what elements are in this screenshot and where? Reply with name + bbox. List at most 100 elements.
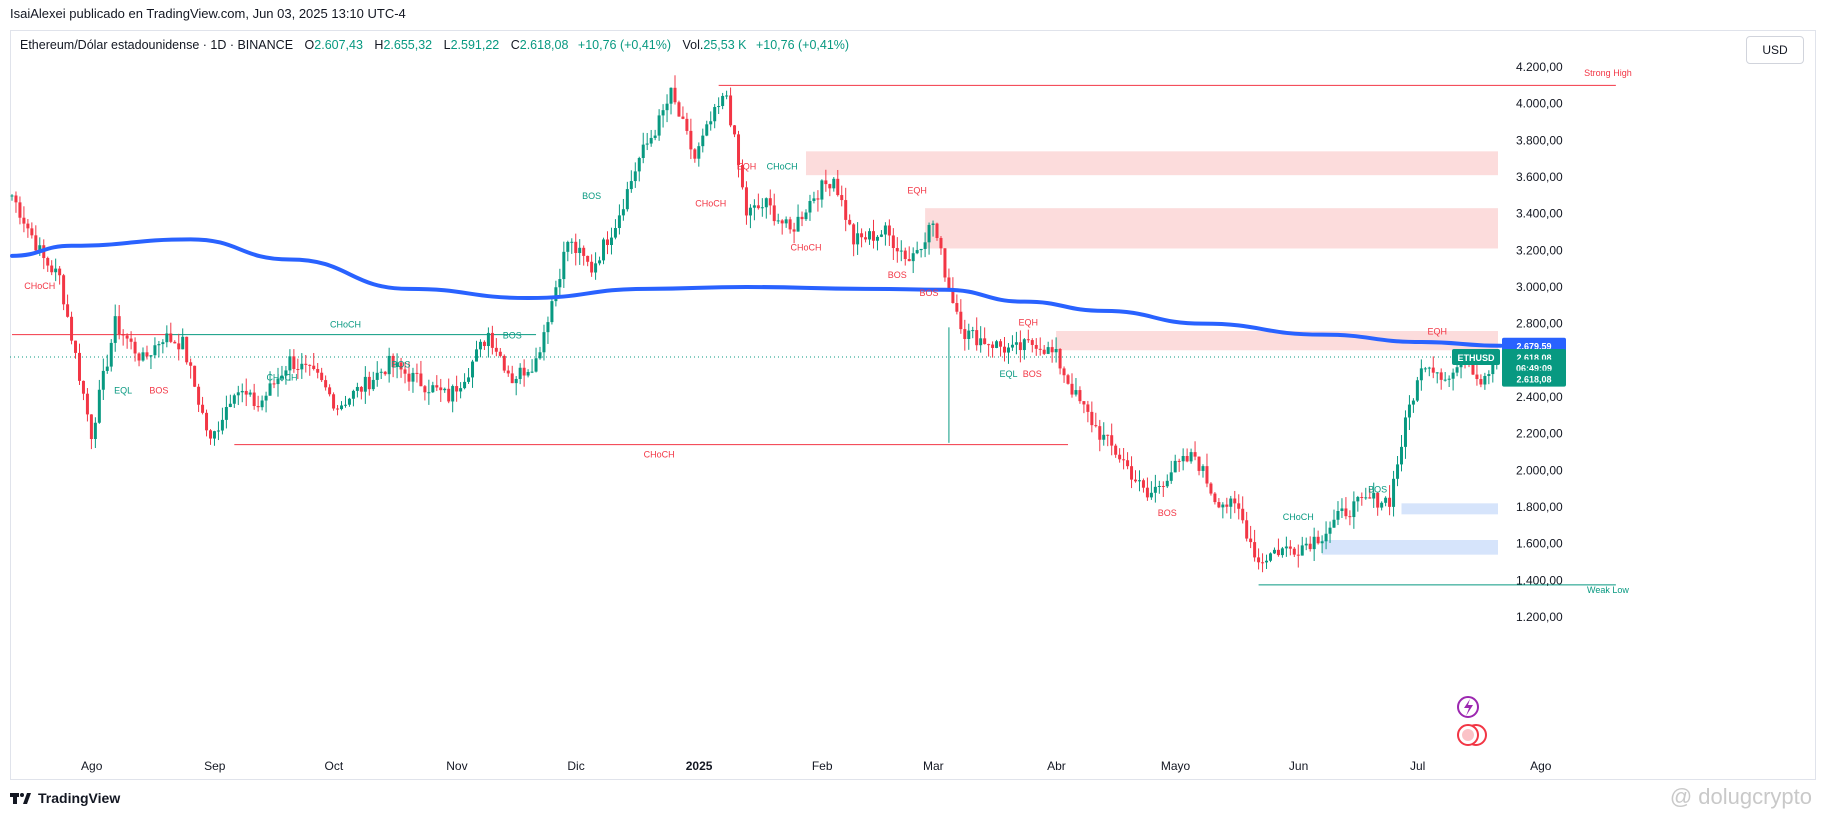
- candle-body: [1356, 497, 1360, 502]
- candle-body: [280, 375, 284, 379]
- candle-body: [482, 341, 486, 347]
- candle-body: [1090, 411, 1094, 426]
- candle-body: [244, 390, 248, 395]
- candle-body: [594, 263, 598, 273]
- candle-body: [871, 231, 875, 241]
- candle-body: [1122, 459, 1126, 461]
- candle-body: [1265, 560, 1269, 563]
- annotation-label: CHoCH: [266, 373, 297, 383]
- candle-body: [1118, 454, 1122, 460]
- candle-body: [1380, 502, 1384, 508]
- candle-body: [1145, 487, 1149, 498]
- candle-body: [1030, 340, 1034, 345]
- candle-body: [772, 205, 776, 222]
- candle-body: [30, 228, 34, 236]
- candle-body: [1415, 380, 1419, 401]
- candle-body: [1181, 455, 1185, 462]
- chart-frame[interactable]: [10, 30, 1816, 780]
- candle-body: [1443, 379, 1447, 381]
- candle-body: [832, 178, 836, 189]
- candle-body: [77, 352, 81, 381]
- candle-body: [1368, 497, 1372, 499]
- tradingview-brand[interactable]: TradingView: [10, 790, 120, 806]
- candle-body: [987, 344, 991, 346]
- candle-body: [1169, 472, 1173, 481]
- candle-body: [117, 316, 121, 335]
- candle-body: [411, 372, 415, 382]
- candle-body: [359, 386, 363, 392]
- candle-body: [828, 184, 832, 189]
- symbol-header: Ethereum/Dólar estadounidense · 1D · BIN…: [20, 38, 849, 52]
- candle-body: [649, 137, 653, 144]
- candle-body: [201, 404, 205, 413]
- candle-body: [304, 363, 308, 365]
- candle-body: [1137, 480, 1141, 482]
- high-value: 2.655,32: [383, 38, 433, 52]
- candle-body: [506, 370, 510, 374]
- economic-event-icon-1[interactable]: [1457, 724, 1479, 746]
- candle-body: [939, 237, 943, 249]
- x-tick-label: Abr: [1047, 759, 1066, 773]
- candle-body: [415, 372, 419, 374]
- candle-body: [459, 388, 463, 392]
- x-tick-label: Dic: [567, 759, 584, 773]
- candle-body: [689, 130, 693, 150]
- candle-body: [205, 412, 209, 431]
- candle-body: [89, 414, 93, 440]
- candle-body: [371, 379, 375, 390]
- candle-body: [1177, 460, 1181, 462]
- candle-body: [1257, 557, 1261, 563]
- candle-body: [701, 135, 705, 147]
- candle-body: [340, 405, 344, 410]
- close-value: 2.618,08: [519, 38, 569, 52]
- candle-body: [403, 369, 407, 374]
- candle-body: [498, 351, 502, 356]
- candle-body: [1078, 390, 1082, 402]
- annotation-label: BOS: [392, 360, 411, 370]
- candle-body: [1189, 452, 1193, 462]
- candle-body: [669, 87, 673, 104]
- candle-body: [1221, 504, 1225, 508]
- low-value: 2.591,22: [450, 38, 500, 52]
- price-label-0: 2.679,59: [1516, 342, 1551, 352]
- candle-body: [788, 219, 792, 230]
- candle-body: [709, 121, 713, 125]
- x-tick-label: 2025: [686, 759, 713, 773]
- candle-body: [609, 237, 613, 245]
- candle-body: [256, 405, 260, 408]
- zones-layer: [806, 151, 1498, 555]
- y-tick-label: 3.800,00: [1516, 133, 1563, 147]
- candle-body: [518, 367, 522, 379]
- candle-body: [220, 419, 224, 431]
- annotation-label: BOS: [149, 385, 168, 395]
- candle-body: [332, 394, 336, 409]
- candle-body: [546, 322, 550, 333]
- candle-body: [725, 95, 729, 97]
- candle-body: [18, 202, 22, 218]
- candle-body: [224, 406, 228, 420]
- open-value: 2.607,43: [314, 38, 363, 52]
- symbol-title[interactable]: Ethereum/Dólar estadounidense · 1D · BIN…: [20, 38, 294, 52]
- candle-body: [355, 386, 359, 391]
- candle-body: [181, 336, 185, 350]
- candle-body: [1403, 417, 1407, 447]
- currency-button[interactable]: USD: [1746, 36, 1804, 64]
- candle-body: [570, 241, 574, 243]
- candle-body: [141, 352, 145, 361]
- annotation-label: BOS: [1158, 508, 1177, 518]
- zone-0: [806, 151, 1498, 176]
- candle-body: [113, 316, 117, 343]
- annotation-label: CHoCH: [767, 162, 798, 172]
- candle-body: [935, 223, 939, 238]
- candle-body: [351, 390, 355, 399]
- candle-body: [387, 355, 391, 375]
- candle-body: [816, 198, 820, 200]
- price-label-3: 2.618,08: [1516, 375, 1551, 385]
- candle-body: [320, 372, 324, 381]
- candle-body: [173, 341, 177, 344]
- candle-body: [776, 220, 780, 222]
- candle-body: [613, 228, 617, 238]
- candle-body: [1225, 504, 1229, 507]
